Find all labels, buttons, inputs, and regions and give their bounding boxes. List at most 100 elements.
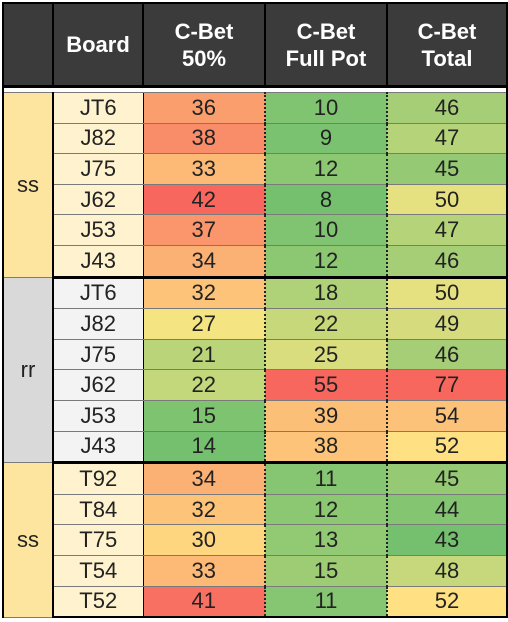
cbet-full-pot-cell: 8 bbox=[265, 184, 388, 216]
table-row: J62 42 8 50 bbox=[3, 184, 508, 216]
cbet-total-cell: 47 bbox=[387, 123, 508, 155]
cbet-50-cell: 32 bbox=[143, 494, 266, 526]
cbet-total-cell: 46 bbox=[387, 339, 508, 371]
cbet-total-cell: 49 bbox=[387, 308, 508, 340]
cbet-total-cell: 48 bbox=[387, 555, 508, 587]
table-row: J43 14 38 52 bbox=[3, 431, 508, 465]
cbet-full-pot-cell: 12 bbox=[265, 153, 388, 185]
board-cell: T75 bbox=[53, 524, 144, 556]
board-cell: J82 bbox=[53, 123, 144, 155]
cbet-50-cell: 34 bbox=[143, 462, 266, 495]
cbet-full-pot-cell: 13 bbox=[265, 524, 388, 556]
table-row: J62 22 55 77 bbox=[3, 369, 508, 401]
board-cell: J43 bbox=[53, 431, 144, 465]
table-row: J53 15 39 54 bbox=[3, 400, 508, 432]
cbet-50-cell: 37 bbox=[143, 214, 266, 246]
cbet-full-pot-cell: 10 bbox=[265, 214, 388, 246]
table-row: J82 27 22 49 bbox=[3, 308, 508, 340]
cbet-full-pot-cell: 12 bbox=[265, 245, 388, 279]
cbet-50-cell: 14 bbox=[143, 431, 266, 465]
cbet-full-pot-cell: 22 bbox=[265, 308, 388, 340]
cbet-full-pot-cell: 18 bbox=[265, 277, 388, 310]
table-row: T54 33 15 48 bbox=[3, 555, 508, 587]
cbet-full-pot-cell: 11 bbox=[265, 586, 388, 619]
cbet-total-cell: 52 bbox=[387, 586, 508, 619]
cbet-full-pot-cell: 11 bbox=[265, 462, 388, 495]
header-spacer-cell bbox=[2, 86, 508, 93]
cbet-full-pot-cell: 39 bbox=[265, 400, 388, 432]
cbet-full-pot-cell: 10 bbox=[265, 92, 388, 124]
cbet-50-cell: 34 bbox=[143, 245, 266, 279]
board-cell: J62 bbox=[53, 184, 144, 216]
board-cell: T52 bbox=[53, 586, 144, 619]
board-cell: J53 bbox=[53, 214, 144, 246]
table-row: J82 38 9 47 bbox=[3, 123, 508, 155]
cbet-50-cell: 41 bbox=[143, 586, 266, 619]
cbet-full-pot-cell: 12 bbox=[265, 494, 388, 526]
cbet-full-pot-cell: 9 bbox=[265, 123, 388, 155]
cbet-50-cell: 27 bbox=[143, 308, 266, 340]
table-row: rr JT6 32 18 50 bbox=[2, 277, 508, 464]
cbet-total-cell: 47 bbox=[387, 214, 508, 246]
table-row: ss JT6 36 10 46 bbox=[2, 92, 508, 278]
cbet-total-cell: 54 bbox=[387, 400, 508, 432]
cbet-50-cell: 32 bbox=[143, 277, 266, 310]
cbet-total-cell: 45 bbox=[387, 462, 508, 495]
board-cell: J43 bbox=[53, 245, 144, 279]
cbet-50-cell: 36 bbox=[143, 92, 266, 124]
board-cell: J75 bbox=[53, 153, 144, 185]
cbet-full-pot-cell: 55 bbox=[265, 369, 388, 401]
header-board: Board bbox=[52, 2, 144, 88]
header-cbet-full-pot: C-Bet Full Pot bbox=[264, 2, 388, 88]
board-cell: J53 bbox=[53, 400, 144, 432]
header-spacer bbox=[2, 86, 508, 93]
cbet-50-cell: 42 bbox=[143, 184, 266, 216]
cbet-full-pot-cell: 38 bbox=[265, 431, 388, 465]
table-row: ss T92 34 11 45 bbox=[2, 462, 508, 618]
cbet-total-cell: 77 bbox=[387, 369, 508, 401]
header-cbet-full-pot-line2: Full Pot bbox=[285, 45, 367, 71]
table-row: T75 30 13 43 bbox=[3, 524, 508, 556]
group-label: rr bbox=[2, 277, 54, 464]
cbet-total-cell: 43 bbox=[387, 524, 508, 556]
cbet-total-cell: 50 bbox=[387, 184, 508, 216]
header-cbet-50-line2: 50% bbox=[181, 45, 227, 71]
cbet-total-cell: 46 bbox=[387, 92, 508, 124]
header-cbet-total: C-Bet Total bbox=[386, 2, 508, 88]
header-blank bbox=[2, 2, 54, 88]
board-cell: JT6 bbox=[53, 92, 144, 124]
cbet-50-cell: 22 bbox=[143, 369, 266, 401]
table-body: ss JT6 36 10 46 J82 38 9 47 J75 33 12 45 J62 42 8 50 J53 3… bbox=[2, 86, 508, 619]
board-cell: J62 bbox=[53, 369, 144, 401]
group-label: ss bbox=[2, 462, 54, 618]
header-cbet-total-line2: Total bbox=[421, 45, 473, 71]
cbet-50-cell: 38 bbox=[143, 123, 266, 155]
header-cbet-full-pot-line1: C-Bet bbox=[296, 18, 356, 44]
board-cell: JT6 bbox=[53, 277, 144, 310]
table-row: T84 32 12 44 bbox=[3, 494, 508, 526]
board-cell: T92 bbox=[53, 462, 144, 495]
board-cell: T84 bbox=[53, 494, 144, 526]
cbet-total-cell: 46 bbox=[387, 245, 508, 279]
table-row: J75 21 25 46 bbox=[3, 339, 508, 371]
table-row: T52 41 11 52 bbox=[3, 586, 508, 619]
cbet-50-cell: 21 bbox=[143, 339, 266, 371]
cbet-50-cell: 33 bbox=[143, 555, 266, 587]
header-cbet-total-line1: C-Bet bbox=[417, 18, 477, 44]
cbet-50-cell: 30 bbox=[143, 524, 266, 556]
cbet-total-cell: 45 bbox=[387, 153, 508, 185]
header-cbet-50-line1: C-Bet bbox=[174, 18, 234, 44]
cbet-50-cell: 33 bbox=[143, 153, 266, 185]
table-row: J53 37 10 47 bbox=[3, 214, 508, 246]
cbet-50-cell: 15 bbox=[143, 400, 266, 432]
cbet-total-cell: 50 bbox=[387, 277, 508, 310]
cbet-full-pot-cell: 25 bbox=[265, 339, 388, 371]
table-row: J43 34 12 46 bbox=[3, 245, 508, 279]
cbet-full-pot-cell: 15 bbox=[265, 555, 388, 587]
cbet-total-cell: 52 bbox=[387, 431, 508, 465]
cbet-total-cell: 44 bbox=[387, 494, 508, 526]
table-header: Board C-Bet 50% C-Bet Full Pot C-Bet Tot… bbox=[2, 2, 508, 88]
board-cell: J82 bbox=[53, 308, 144, 340]
